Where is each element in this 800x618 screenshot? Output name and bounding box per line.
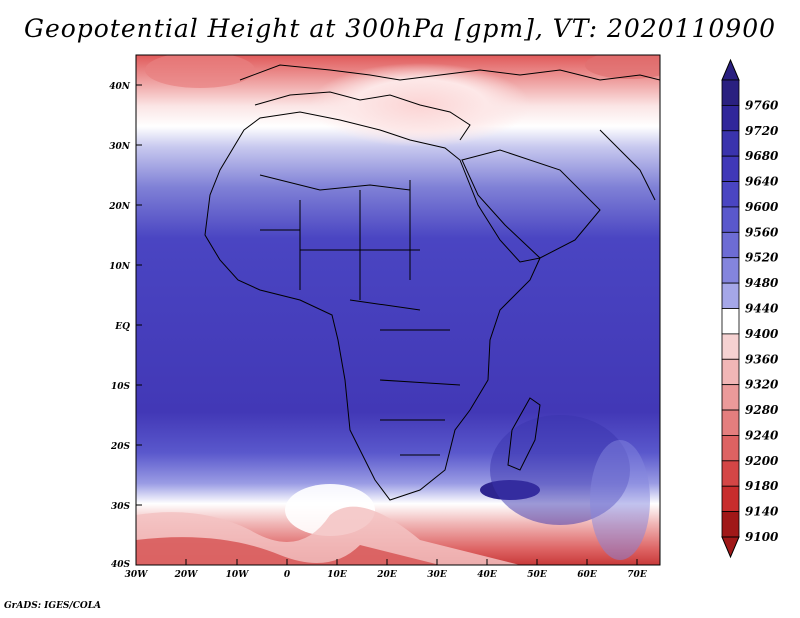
- colorbar-label: 9480: [745, 276, 779, 290]
- lon-label: 10E: [327, 570, 347, 580]
- colorbar-swatch: [721, 460, 740, 487]
- coastlines: [204, 64, 660, 501]
- lon-label: 40E: [477, 570, 497, 580]
- colorbar-swatch: [721, 435, 740, 462]
- colorbar-label: 9760: [745, 98, 779, 112]
- footer-credit: GrADS: IGES/COLA: [4, 601, 102, 611]
- colorbar-swatch: [721, 181, 740, 208]
- colorbar-label: 9440: [745, 302, 779, 316]
- colorbar-label: 9320: [745, 378, 779, 392]
- colorbar-label: 9280: [745, 403, 779, 417]
- arabia-outline: [461, 149, 601, 259]
- colorbar-swatch: [721, 333, 740, 360]
- colorbar-label: 9400: [745, 327, 779, 341]
- mediterranean-outline: [254, 91, 471, 141]
- colorbar-label: 9360: [745, 352, 779, 366]
- lat-label: 30S: [111, 502, 131, 512]
- colorbar-swatch: [721, 308, 740, 335]
- lon-label: 20W: [174, 570, 199, 580]
- colorbar-arrow-bottom: [721, 536, 740, 559]
- colorbar-label: 9640: [745, 175, 779, 189]
- colorbar-swatch: [721, 79, 740, 106]
- lon-label: 30W: [125, 570, 149, 580]
- colorbar-label: 9140: [745, 505, 779, 519]
- colorbar-swatch: [721, 511, 740, 538]
- lat-label: 40N: [109, 82, 131, 92]
- map-frame: [135, 54, 661, 566]
- colorbar-label: 9720: [745, 124, 779, 138]
- lon-label: 10W: [226, 570, 250, 580]
- lon-label: 30E: [427, 570, 447, 580]
- lat-label: 40S: [111, 560, 131, 570]
- lon-label: 70E: [627, 570, 647, 580]
- africa-outline: [204, 111, 541, 501]
- lat-axis: 40N 30N 20N 10N EQ 10S 20S 30S 40S: [108, 82, 142, 570]
- colorbar-label: 9180: [745, 479, 779, 493]
- country-borders: [259, 174, 461, 456]
- lat-label: 20N: [108, 202, 131, 212]
- colorbar-swatch: [721, 231, 740, 259]
- colorbar-label: 9600: [745, 200, 779, 214]
- trough-east: [590, 440, 650, 560]
- europe-outline: [239, 64, 660, 81]
- colorbar: 9760 9720 9680 9640 9600 9560 9520 9480 9440 9400…: [721, 58, 779, 559]
- colorbar-label: 9200: [745, 454, 779, 468]
- colorbar-swatch: [721, 358, 740, 386]
- colorbar-label: 9240: [745, 428, 779, 442]
- lon-label: 50E: [527, 570, 547, 580]
- colorbar-swatch: [721, 206, 740, 233]
- colorbar-label: 9520: [745, 251, 779, 265]
- india-outline: [599, 129, 656, 201]
- map-title: Geopotential Height at 300hPa [gpm], VT:…: [23, 14, 777, 43]
- colorbar-swatch: [721, 257, 740, 284]
- lat-label: 30N: [109, 142, 131, 152]
- colorbar-label: 9560: [745, 225, 779, 239]
- lat-label: 10S: [111, 382, 131, 392]
- colorbar-label: 9100: [745, 530, 779, 544]
- lon-axis: 30W 20W 10W 0 10E 20E 30E 40E 50E 60E 70…: [125, 559, 647, 580]
- trough-sw-core: [136, 537, 440, 565]
- height-field: [136, 55, 660, 565]
- colorbar-swatch: [721, 155, 740, 182]
- colorbar-swatch: [721, 485, 740, 513]
- madagascar-outline: [507, 397, 541, 471]
- colorbar-swatch: [721, 104, 740, 132]
- lon-label: 0: [284, 570, 291, 580]
- trough-nw: [145, 55, 255, 88]
- colorbar-swatch: [721, 409, 740, 436]
- colorbar-swatch: [721, 130, 740, 157]
- lat-label: 20S: [110, 442, 131, 452]
- colorbar-swatch: [721, 282, 740, 309]
- lon-label: 60E: [577, 570, 597, 580]
- lat-label: EQ: [114, 322, 130, 332]
- trough-ne: [585, 55, 660, 79]
- colorbar-swatch: [721, 384, 740, 411]
- colorbar-label: 9680: [745, 149, 779, 163]
- lat-label: 10N: [109, 262, 131, 272]
- lon-label: 20E: [376, 570, 397, 580]
- colorbar-arrow-top: [721, 58, 740, 81]
